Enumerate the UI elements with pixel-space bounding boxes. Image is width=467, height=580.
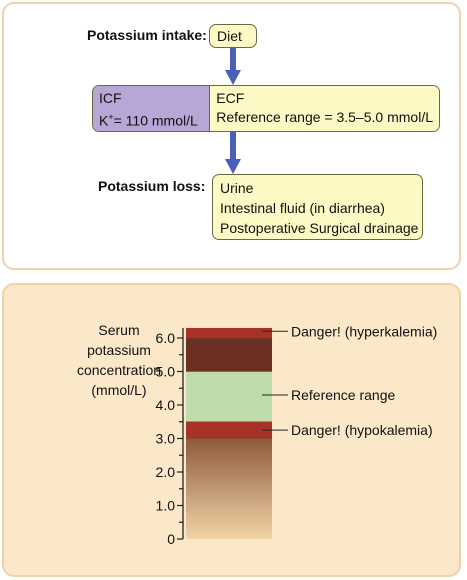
y-tick-label: 1.0 bbox=[156, 498, 176, 514]
y-tick-label: 5.0 bbox=[156, 364, 176, 380]
fluid-compartments-box: ICF K+= 110 mmol/L ECF Reference range =… bbox=[92, 85, 440, 132]
loss-routes-box: Urine Intestinal fluid (in diarrhea) Pos… bbox=[212, 174, 423, 240]
y-tick-label: 3.0 bbox=[156, 431, 176, 447]
y-axis-label-line: concentration bbox=[77, 362, 161, 378]
icf-title: ICF bbox=[99, 90, 122, 106]
upper-band bbox=[186, 338, 272, 372]
flow-arrows bbox=[225, 48, 241, 174]
y-tick-label: 6.0 bbox=[156, 330, 176, 346]
icf-k-symbol: K bbox=[99, 112, 109, 129]
intake-source-text: Diet bbox=[217, 28, 242, 44]
serum-potassium-chart: Serum potassium concentration (mmol/L) 0 1.0… bbox=[77, 322, 437, 547]
loss-route-drainage: Postoperative Surgical drainage bbox=[220, 220, 419, 236]
intake-label: Potassium intake: bbox=[87, 27, 207, 43]
loss-arrow bbox=[225, 132, 241, 174]
low-band bbox=[186, 438, 272, 539]
icf-concentration: K+= 110 mmol/L bbox=[99, 108, 203, 131]
icf-k-value: = 110 mmol/L bbox=[113, 112, 198, 129]
intake-arrow bbox=[225, 48, 241, 85]
y-tick-label: 2.0 bbox=[156, 464, 176, 480]
annotation-label: Reference range bbox=[291, 387, 396, 403]
y-axis-label-line: Serum bbox=[98, 322, 139, 338]
loss-route-intestinal: Intestinal fluid (in diarrhea) bbox=[220, 200, 385, 216]
ecf-title: ECF bbox=[216, 90, 245, 106]
ecf-reference: Reference range = 3.5–5.0 mmol/L bbox=[216, 109, 433, 125]
loss-label: Potassium loss: bbox=[98, 178, 206, 194]
reference-band bbox=[186, 371, 272, 422]
intake-source-box: Diet bbox=[209, 24, 257, 48]
icf-k-charge: + bbox=[108, 112, 114, 122]
hypokalemia-band bbox=[186, 421, 272, 439]
annotation-label: Danger! (hypokalemia) bbox=[291, 422, 433, 438]
hyperkalemia-band bbox=[186, 327, 272, 338]
y-axis-label-line: (mmol/L) bbox=[91, 382, 146, 398]
ecf-compartment: ECF Reference range = 3.5–5.0 mmol/L bbox=[210, 86, 439, 131]
y-tick-label: 4.0 bbox=[156, 397, 176, 413]
annotation-label: Danger! (hyperkalemia) bbox=[291, 323, 437, 339]
y-tick-label: 0 bbox=[167, 531, 175, 547]
icf-compartment: ICF K+= 110 mmol/L bbox=[93, 86, 211, 131]
y-axis-label-line: potassium bbox=[87, 342, 151, 358]
loss-route-urine: Urine bbox=[220, 180, 254, 196]
